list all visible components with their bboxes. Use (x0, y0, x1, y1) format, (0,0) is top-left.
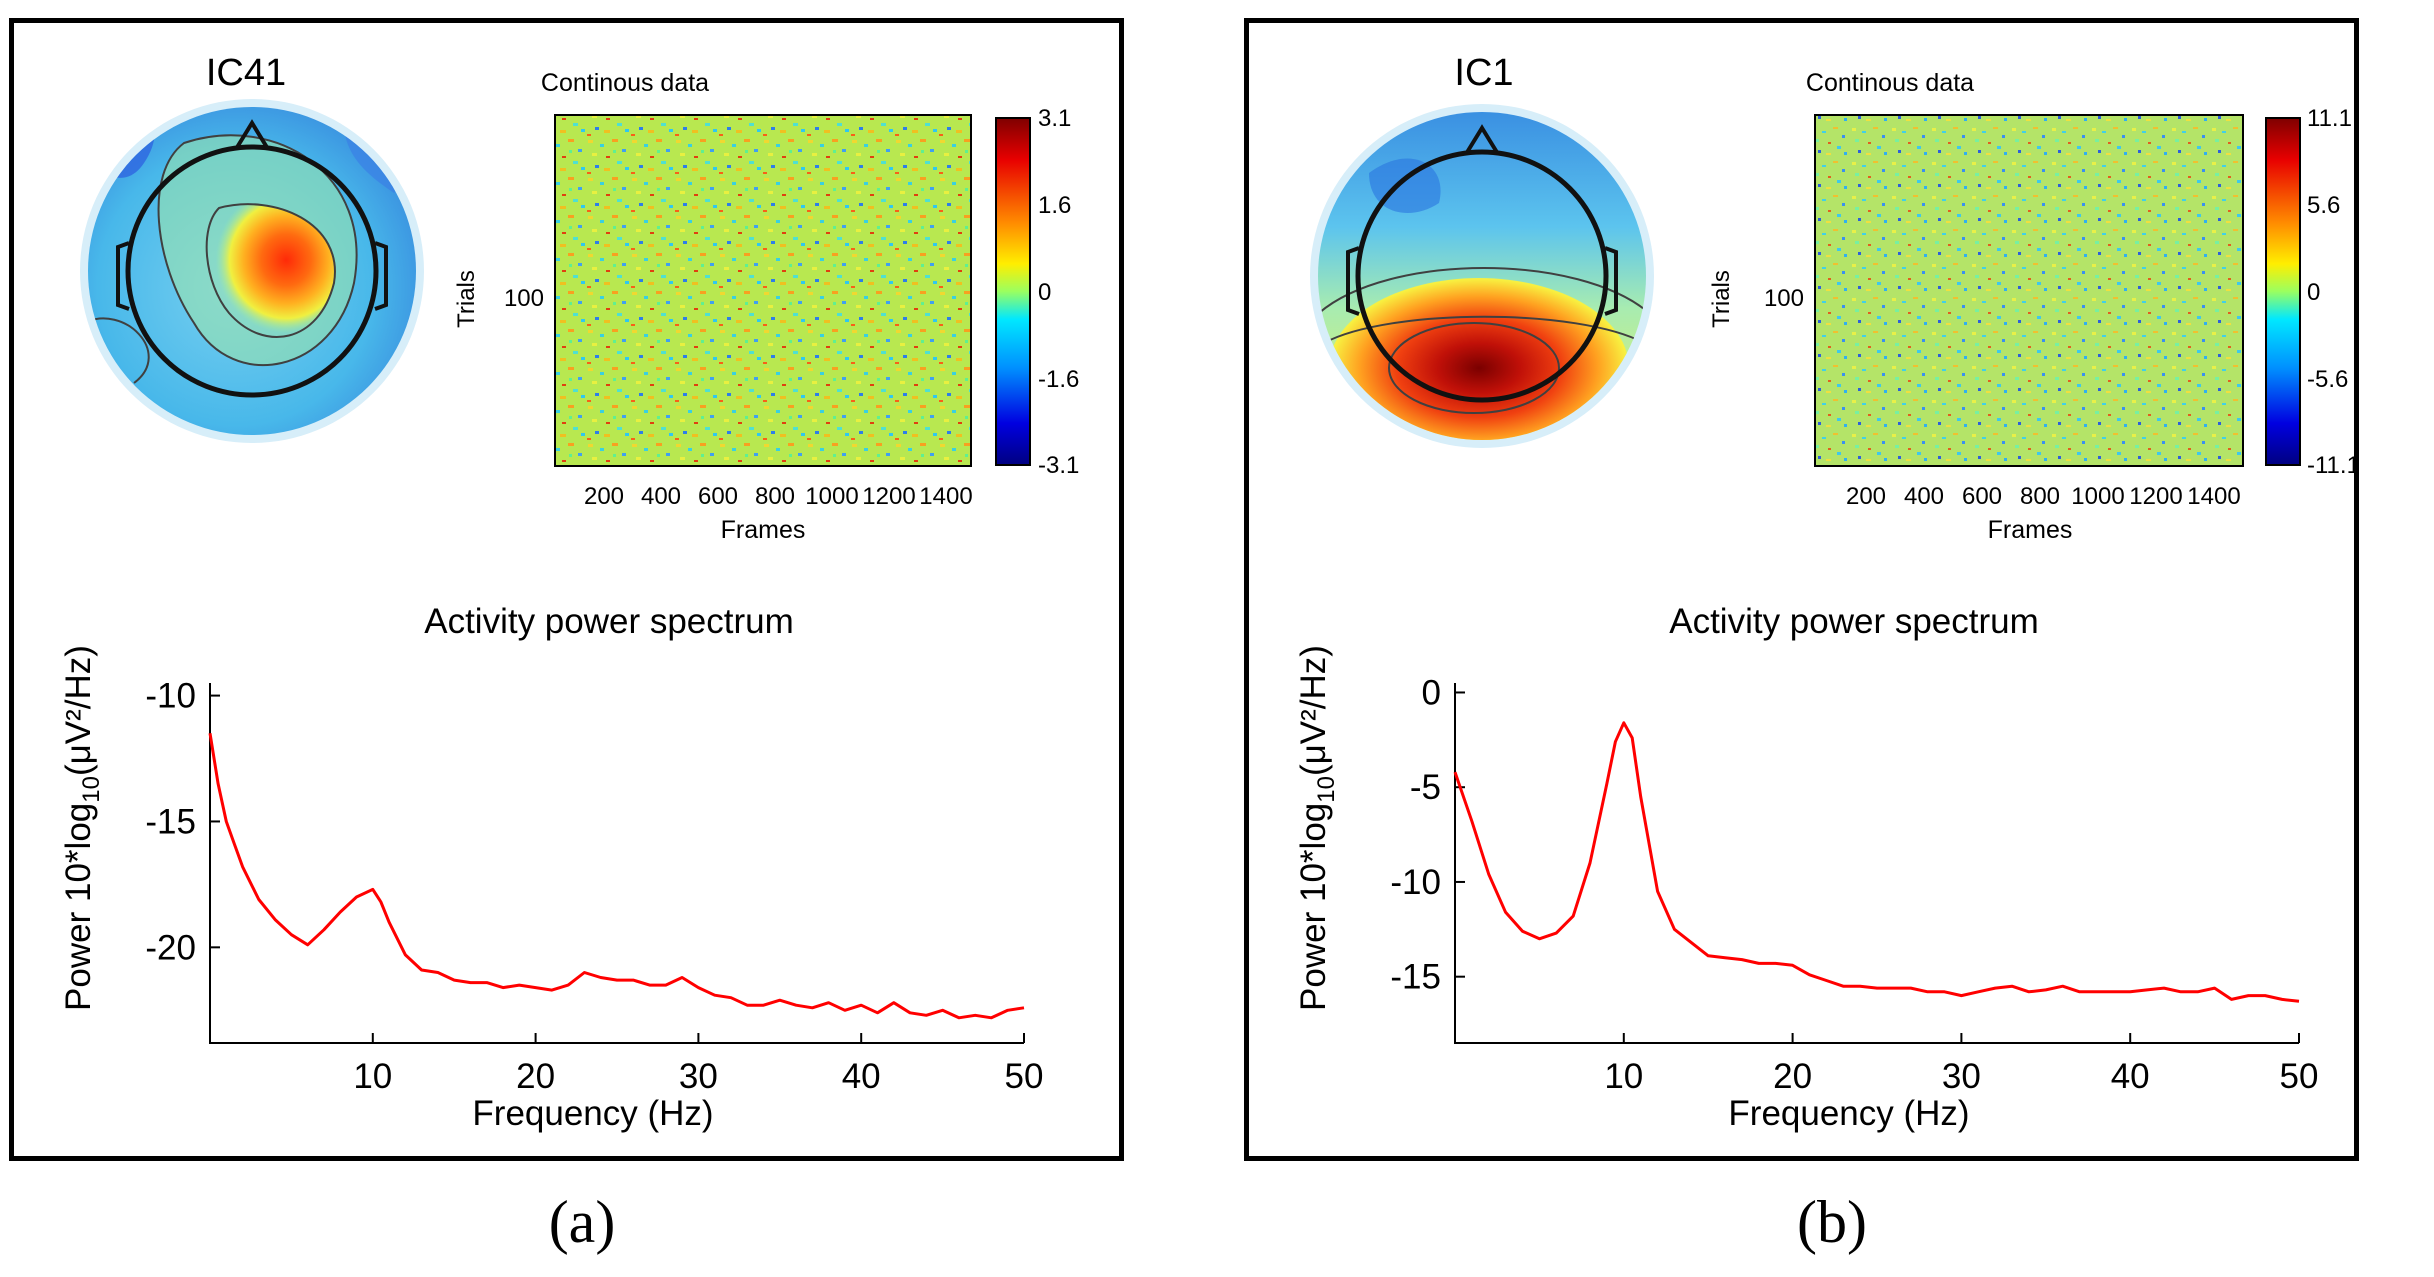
raster-xtick: 400 (641, 483, 681, 510)
raster-title: Continous data (541, 69, 709, 97)
colorbar-tick: -11.1 (2307, 452, 2354, 479)
figure-b: IC1 Continous data Trials 100 200 400 60… (1294, 52, 2354, 1133)
ylabel-unit: (μV²/Hz) (59, 645, 98, 776)
colorbar-tick: -1.6 (1038, 366, 1079, 393)
y-tick-label: -15 (145, 802, 196, 841)
spectrum-axes (209, 683, 1024, 1044)
ylabel-main: Power 10*log (59, 803, 98, 1011)
spectrum-axes (1454, 683, 2299, 1044)
x-tick-label: 40 (2111, 1057, 2150, 1096)
caption-a: (a) (548, 1189, 616, 1255)
spectrum-line (208, 733, 1025, 1020)
x-tick-label: 50 (1005, 1057, 1044, 1096)
colorbar (995, 117, 1031, 466)
raster-xtick: 1000 (805, 483, 858, 510)
x-tick-label: 30 (1942, 1057, 1981, 1096)
raster-xtick: 1200 (2129, 483, 2182, 510)
raster-image (554, 114, 972, 467)
x-tick-label: 20 (516, 1057, 555, 1096)
x-tick-label: 10 (353, 1057, 392, 1096)
spectrum-plot: 10 20 30 40 50 0 -5 -10 -15 (1390, 673, 2318, 1096)
spectrum-xlabel: Frequency (Hz) (1728, 1094, 1969, 1133)
colorbar-tick: 0 (1038, 279, 1051, 306)
y-tick-label: -20 (145, 928, 196, 967)
x-tick-label: 30 (679, 1057, 718, 1096)
colorbar-tick: -3.1 (1038, 452, 1079, 479)
raster-xlabel: Frames (721, 516, 806, 544)
spectrum-ylabel: Power 10*log10(μV²/Hz) (1294, 645, 1340, 1011)
colorbar-tick: 1.6 (1038, 192, 1071, 219)
y-tick-label: -15 (1390, 958, 1441, 997)
scalp-topography (80, 99, 424, 443)
spectrum-xlabel: Frequency (Hz) (472, 1094, 713, 1133)
raster-xtick: 400 (1904, 483, 1944, 510)
raster-title: Continous data (1806, 69, 1974, 97)
y-tick-label: -10 (145, 677, 196, 716)
caption-b: (b) (1797, 1189, 1867, 1255)
raster-xtick: 1200 (862, 483, 915, 510)
ylabel-main: Power 10*log (1294, 803, 1333, 1011)
component-label: IC41 (206, 52, 286, 94)
y-tick-label: 0 (1422, 673, 1441, 712)
raster-xticks: 200 400 600 800 1000 1200 1400 (584, 483, 973, 510)
raster-ylabel: Trials (1708, 270, 1735, 328)
colorbar-tick: 0 (2307, 279, 2320, 306)
raster-xtick: 1000 (2071, 483, 2124, 510)
raster-xtick: 600 (1962, 483, 2002, 510)
raster-xtick: 1400 (919, 483, 972, 510)
spectrum-ylabel: Power 10*log10(μV²/Hz) (59, 645, 105, 1011)
colorbar-ticks: 3.1 1.6 0 -1.6 -3.1 (1038, 105, 1079, 479)
spectrum-title: Activity power spectrum (1669, 602, 2039, 641)
raster-xtick: 200 (584, 483, 624, 510)
component-label: IC1 (1454, 52, 1513, 94)
raster-xtick: 800 (2020, 483, 2060, 510)
raster-image (1814, 114, 2244, 467)
raster-ylabel: Trials (453, 270, 480, 328)
x-tick-label: 20 (1773, 1057, 1812, 1096)
y-tick-label: -10 (1390, 863, 1441, 902)
colorbar-tick: 3.1 (1038, 105, 1071, 132)
ylabel-subscript: 10 (1313, 776, 1340, 803)
x-tick-label: 50 (2280, 1057, 2319, 1096)
colorbar-tick: 11.1 (2307, 105, 2352, 132)
colorbar-ticks: 11.1 5.6 0 -5.6 -11.1 (2307, 105, 2354, 479)
spectrum-plot: 10 20 30 40 50 -10 -15 -20 (145, 677, 1043, 1096)
raster-ytick: 100 (1764, 285, 1804, 312)
spectrum-line (1453, 721, 2300, 1003)
raster-xlabel: Frames (1988, 516, 2073, 544)
raster-ytick: 100 (504, 285, 544, 312)
colorbar (2265, 117, 2301, 466)
ylabel-unit: (μV²/Hz) (1294, 645, 1333, 776)
panel-b: IC1 Continous data Trials 100 200 400 60… (1244, 18, 2359, 1161)
panel-a: IC41 Continous data Trials 100 200 400 6… (9, 18, 1124, 1161)
y-tick-label: -5 (1410, 768, 1441, 807)
spectrum-title: Activity power spectrum (424, 602, 794, 641)
raster-xtick: 200 (1846, 483, 1886, 510)
figure-a: IC41 Continous data Trials 100 200 400 6… (59, 52, 1079, 1133)
raster-xtick: 800 (755, 483, 795, 510)
ylabel-subscript: 10 (78, 776, 105, 803)
raster-xtick: 1400 (2187, 483, 2240, 510)
scalp-topography (1310, 104, 1654, 448)
x-tick-label: 10 (1604, 1057, 1643, 1096)
x-tick-label: 40 (842, 1057, 881, 1096)
raster-xtick: 600 (698, 483, 738, 510)
colorbar-tick: -5.6 (2307, 366, 2348, 393)
colorbar-tick: 5.6 (2307, 192, 2340, 219)
raster-xticks: 200 400 600 800 1000 1200 1400 (1846, 483, 2241, 510)
